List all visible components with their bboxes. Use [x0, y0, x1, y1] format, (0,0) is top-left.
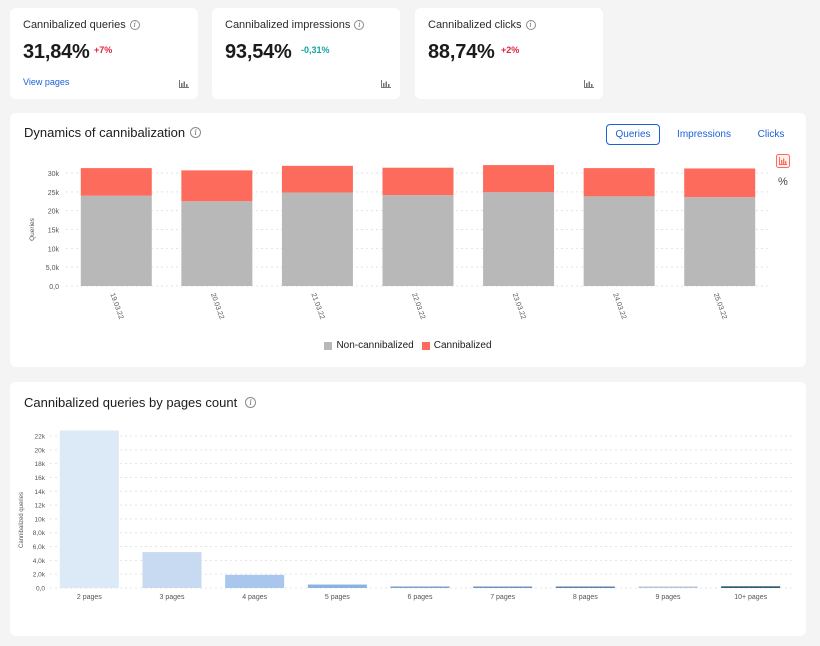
x-tick-label: 8 pages: [573, 594, 598, 601]
info-icon[interactable]: i: [354, 20, 365, 30]
tab-queries[interactable]: Queries: [606, 124, 660, 145]
bar-pages-count: [59, 430, 119, 588]
bar-chart-icon[interactable]: [584, 80, 594, 88]
y-tick-label: 14k: [35, 489, 46, 496]
x-tick-label: 2 pages: [77, 594, 102, 601]
y-tick-label: 22k: [35, 434, 46, 441]
x-tick-label: 20.03.22: [209, 292, 225, 320]
bar-non-cannibalized: [281, 192, 353, 286]
pages-count-panel: Cannibalized queries by pages count i 0,0…: [10, 382, 806, 636]
y-tick-label: 2,0k: [33, 572, 46, 579]
kpi-title: Cannibalized impressions i: [225, 19, 365, 31]
chart-legend: Non-cannibalized Cannibalized: [10, 340, 806, 351]
x-tick-label: 6 pages: [408, 594, 433, 601]
x-tick-label: 7 pages: [490, 594, 515, 601]
kpi-value: 93,54%: [225, 41, 292, 63]
y-axis-label: Queries: [29, 217, 36, 241]
legend-item-cannibalized[interactable]: Cannibalized: [421, 340, 492, 351]
legend-label: Cannibalized: [433, 340, 492, 351]
kpi-delta: +2%: [501, 45, 520, 55]
kpi-title: Cannibalized clicks i: [428, 19, 536, 31]
x-tick-label: 25.03.22: [712, 292, 728, 320]
y-tick-label: 10k: [35, 516, 46, 523]
x-tick-label: 5 pages: [325, 594, 350, 601]
y-tick-label: 16k: [35, 475, 46, 482]
pages-count-chart: 0,0 2,0k 4,0k 6,0k 8,0k 10k 12k 14k 16k 18k 20k 22k…: [19, 430, 794, 601]
bar-pages-count: [721, 586, 781, 588]
kpi-title: Cannibalized queries i: [23, 19, 140, 31]
bar-cannibalized: [483, 165, 555, 193]
x-tick-label: 4 pages: [242, 594, 267, 601]
info-icon[interactable]: i: [129, 20, 140, 30]
dynamics-chart: 0,0 5,0k 10k 15k 20k 25k 30k Queries 19.03.22 20.…: [29, 165, 770, 320]
bar-pages-count: [390, 586, 450, 588]
bar-cannibalized: [281, 165, 353, 193]
y-tick-label: 12k: [35, 503, 46, 510]
legend-item-non-cannibalized[interactable]: Non-cannibalized: [324, 340, 414, 351]
y-tick-label: 15k: [48, 228, 60, 235]
x-tick-label: 19.03.22: [108, 292, 124, 320]
x-tick-label: 9 pages: [656, 594, 681, 601]
bar-non-cannibalized: [181, 201, 253, 286]
bar-pages-count: [473, 586, 533, 588]
x-tick-label: 23.03.22: [511, 292, 527, 320]
kpi-delta: +7%: [94, 45, 113, 55]
y-tick-label: 25k: [48, 190, 60, 197]
y-tick-label: 5,0k: [46, 265, 60, 272]
kpi-delta: -0,31%: [301, 45, 330, 55]
y-tick-label: 6,0k: [33, 544, 46, 551]
bar-chart-icon[interactable]: [179, 80, 189, 88]
bar-non-cannibalized: [483, 192, 555, 286]
x-tick-label: 10+ pages: [734, 594, 767, 601]
kpi-card-queries: Cannibalized queries i 31,84% +7% View pa…: [10, 8, 198, 99]
x-tick-label: 21.03.22: [310, 292, 326, 320]
x-tick-label: 24.03.22: [611, 292, 627, 320]
bar-pages-count: [225, 574, 285, 588]
y-tick-label: 0,0: [49, 284, 59, 291]
bar-pages-count: [638, 586, 698, 588]
view-pages-link[interactable]: View pages: [23, 77, 70, 87]
bar-non-cannibalized: [80, 195, 152, 286]
dynamics-panel: Dynamics of cannibalization i Queries Imp…: [10, 113, 806, 367]
x-tick-label: 3 pages: [160, 594, 185, 601]
bar-pages-count: [307, 584, 367, 588]
kpi-card-clicks: Cannibalized clicks i 88,74% +2%: [415, 8, 603, 99]
y-tick-label: 20k: [48, 209, 60, 216]
bar-cannibalized: [583, 168, 655, 197]
bar-cannibalized: [684, 168, 756, 198]
panel-title: Cannibalized queries by pages count i: [24, 395, 257, 410]
bar-non-cannibalized: [684, 197, 756, 286]
tab-impressions[interactable]: Impressions: [677, 129, 731, 140]
y-tick-label: 0,0: [36, 586, 45, 593]
bar-non-cannibalized: [382, 195, 454, 286]
info-icon[interactable]: i: [190, 127, 202, 138]
y-tick-label: 20k: [35, 447, 46, 454]
bar-chart-icon[interactable]: [381, 80, 391, 88]
legend-swatch: [324, 341, 333, 350]
tab-clicks[interactable]: Clicks: [757, 129, 785, 140]
legend-swatch: [421, 341, 430, 350]
bar-cannibalized: [80, 168, 152, 196]
bar-cannibalized: [382, 167, 454, 196]
bar-non-cannibalized: [583, 196, 655, 286]
x-tick-label: 22.03.22: [410, 292, 426, 320]
info-icon[interactable]: i: [525, 20, 536, 30]
y-axis-label: Cannibalized queries: [19, 492, 25, 548]
kpi-card-impressions: Cannibalized impressions i 93,54% -0,31%: [212, 8, 400, 99]
bar-pages-count: [142, 552, 202, 588]
kpi-value: 31,84%: [23, 41, 90, 63]
bar-pages-count: [555, 586, 615, 588]
y-tick-label: 8,0k: [33, 530, 46, 537]
kpi-value: 88,74%: [428, 41, 495, 63]
info-icon[interactable]: i: [245, 397, 257, 408]
y-tick-label: 30k: [48, 171, 60, 178]
y-tick-label: 4,0k: [33, 558, 46, 565]
y-tick-label: 18k: [35, 461, 46, 468]
legend-label: Non-cannibalized: [336, 340, 414, 351]
bar-chart-icon[interactable]: [776, 154, 790, 168]
y-tick-label: 10k: [48, 246, 60, 253]
bar-cannibalized: [181, 170, 253, 202]
panel-title: Dynamics of cannibalization i: [24, 125, 202, 140]
percent-toggle[interactable]: %: [778, 176, 788, 188]
